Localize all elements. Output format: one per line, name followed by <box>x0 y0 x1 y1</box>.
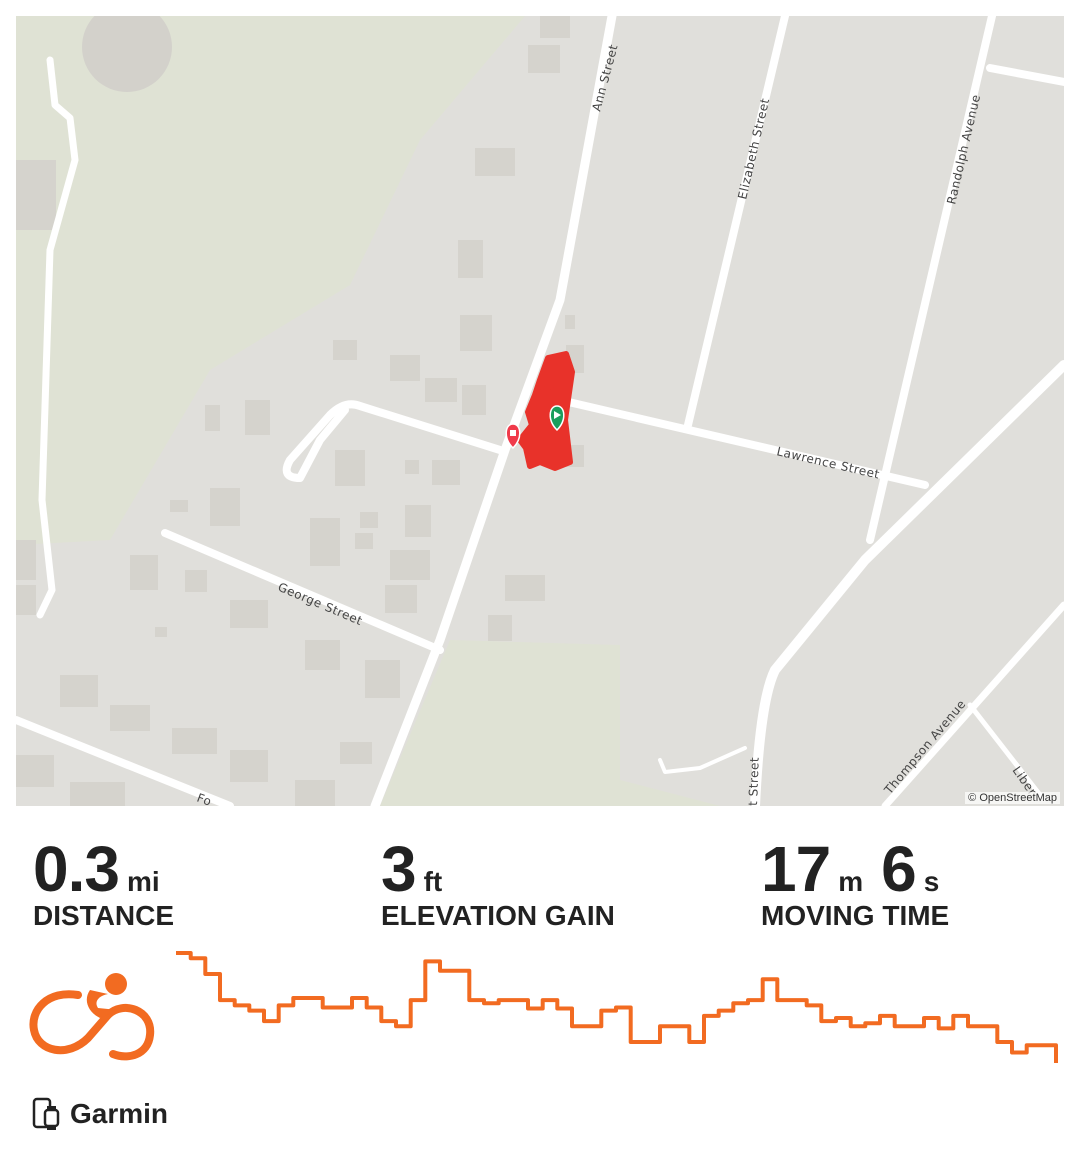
park-area <box>16 16 525 545</box>
street-label: Lawrence Street <box>775 444 881 481</box>
stat-label: MOVING TIME <box>761 900 950 931</box>
roads <box>16 16 1064 806</box>
stat-value: 0.3 <box>33 833 120 905</box>
stat-value: 6 <box>881 833 917 905</box>
end-marker[interactable] <box>505 423 521 450</box>
street-label: Randolph Avenue <box>944 93 983 206</box>
stat-unit: mi <box>126 866 160 897</box>
park-area <box>380 640 720 806</box>
start-marker[interactable] <box>549 405 565 432</box>
stat-unit: s <box>923 866 940 897</box>
stat-elevation-gain: 3 ft ELEVATION GAIN <box>381 832 615 932</box>
stat-label: DISTANCE <box>33 900 175 931</box>
map-attribution[interactable]: © OpenStreetMap <box>965 792 1060 804</box>
street-label: Thompson Avenue <box>881 697 969 798</box>
stat-value: 3 <box>381 833 417 905</box>
stat-distance: 0.3 mi DISTANCE <box>33 832 178 932</box>
route-map[interactable]: Ann Street Elizabeth Street Randolph Ave… <box>16 16 1064 806</box>
stat-moving-time: 17 m 6 s MOVING TIME <box>761 832 957 932</box>
stat-unit: m <box>838 866 864 897</box>
stat-unit: ft <box>423 866 443 897</box>
route-track <box>517 351 575 471</box>
circular-feature <box>82 16 172 92</box>
street-label: Fo <box>195 791 214 806</box>
stat-value: 17 <box>761 833 831 905</box>
device-name: Garmin <box>70 1098 169 1129</box>
street-label: George Street <box>276 580 365 628</box>
elevation-profile <box>176 951 1058 1063</box>
cycling-icon <box>29 973 155 1061</box>
elevation-line <box>176 951 1058 1063</box>
buildings <box>16 16 584 806</box>
street-label: Ann Street <box>589 43 620 113</box>
stat-label: ELEVATION GAIN <box>381 900 615 931</box>
phone-watch-icon <box>32 1097 60 1130</box>
device-info: Garmin <box>32 1097 168 1131</box>
map-canvas: Ann Street Elizabeth Street Randolph Ave… <box>16 16 1064 806</box>
street-label: t Street <box>746 757 762 806</box>
street-label: Elizabeth Street <box>735 97 772 201</box>
